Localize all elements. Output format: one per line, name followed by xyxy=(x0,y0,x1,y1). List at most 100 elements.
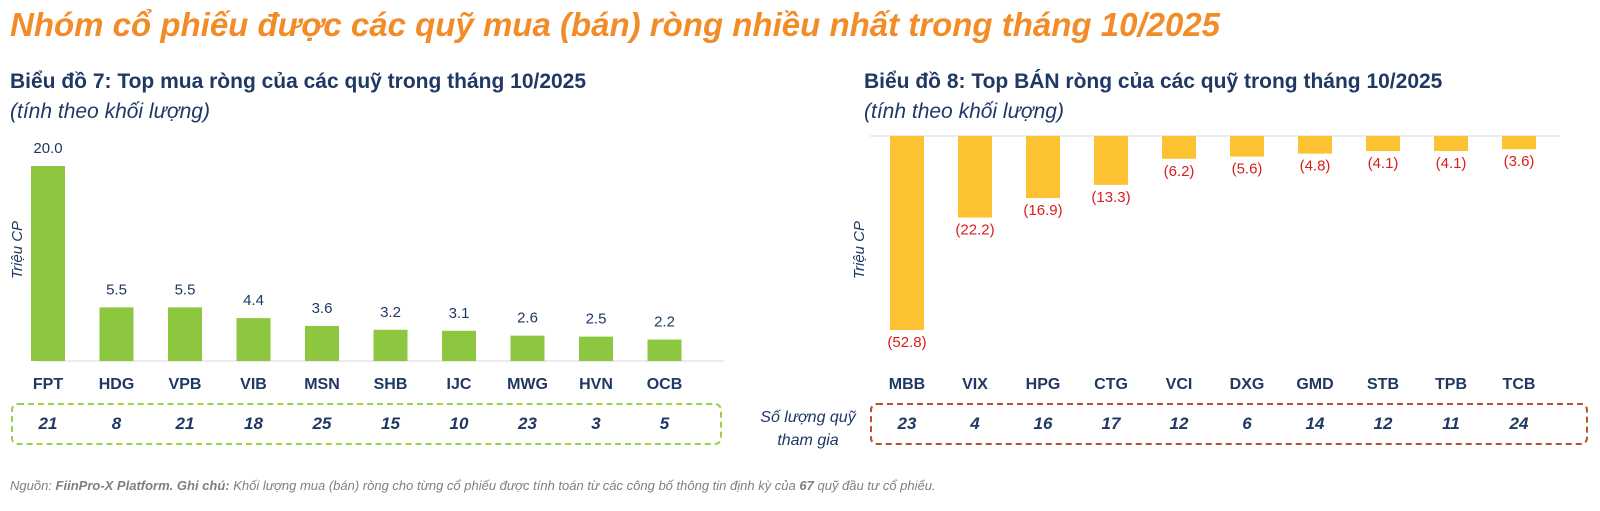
value-label-hpg: (16.9) xyxy=(1023,202,1062,219)
fund-count-tpb: 11 xyxy=(1442,414,1460,433)
value-label-mbb: (52.8) xyxy=(887,334,926,351)
fund-count-vpb: 21 xyxy=(175,414,195,433)
value-label-gmd: (4.8) xyxy=(1300,158,1331,175)
value-label-ctg: (13.3) xyxy=(1091,189,1130,206)
value-label-vpb: 5.5 xyxy=(175,281,196,298)
fund-count-dxg: 6 xyxy=(1242,414,1252,433)
bar-ctg xyxy=(1094,136,1128,185)
footnote-source-label: Nguồn: xyxy=(10,478,52,493)
bar-vpb xyxy=(168,307,202,361)
fund-count-mbb: 23 xyxy=(897,414,917,433)
category-label-hpg: HPG xyxy=(1026,376,1061,393)
value-label-ijc: 3.1 xyxy=(449,305,470,322)
chart-8-subtitle: (tính theo khối lượng) xyxy=(864,100,1064,124)
category-label-msn: MSN xyxy=(304,376,340,393)
value-label-tpb: (4.1) xyxy=(1436,155,1467,172)
category-label-mbb: MBB xyxy=(889,376,925,393)
chart-7-fund-count-box xyxy=(11,403,722,445)
category-label-stb: STB xyxy=(1367,376,1399,393)
category-label-dxg: DXG xyxy=(1230,376,1265,393)
footnote-note-post: quỹ đầu tư cổ phiếu. xyxy=(817,478,936,493)
fund-count-ijc: 10 xyxy=(449,414,469,433)
value-label-fpt: 20.0 xyxy=(33,140,62,157)
fund-count-hpg: 16 xyxy=(1033,414,1053,433)
fund-count-hdg: 8 xyxy=(111,414,122,433)
category-label-vci: VCI xyxy=(1166,376,1193,393)
category-label-gmd: GMD xyxy=(1296,376,1333,393)
bar-fpt xyxy=(31,166,65,361)
footnote-note-label: Ghi chú: xyxy=(176,478,230,493)
chart-7-subtitle-em: khối lượng) xyxy=(104,100,210,123)
category-label-ctg: CTG xyxy=(1094,376,1128,393)
fund-count-msn: 25 xyxy=(312,414,332,433)
value-label-tcb: (3.6) xyxy=(1504,153,1535,170)
fund-count-hvn: 3 xyxy=(591,414,601,433)
footnote: Nguồn: FiinPro-X Platform. Ghi chú: Khối… xyxy=(10,478,936,493)
bar-hdg xyxy=(99,307,134,361)
main-title: Nhóm cổ phiếu được các quỹ mua (bán) ròn… xyxy=(10,6,1221,43)
chart-8-plot: Triệu CP (52.8) MBB (22.2) VIX (16.9) HPG (13.3… xyxy=(851,135,1560,393)
value-label-dxg: (5.6) xyxy=(1232,161,1263,178)
fund-count-label-line1: Số lượng quỹ xyxy=(760,409,856,426)
bar-hvn xyxy=(579,336,613,361)
value-label-shb: 3.2 xyxy=(380,304,401,321)
category-label-vib: VIB xyxy=(240,376,267,393)
category-label-tcb: TCB xyxy=(1503,376,1536,393)
category-label-mwg: MWG xyxy=(507,376,548,393)
fund-count-vib: 18 xyxy=(244,414,263,433)
chart-8-fund-count-box xyxy=(870,403,1588,445)
fund-count-shb: 15 xyxy=(381,414,400,433)
chart-7-subtitle-prefix: (tính theo xyxy=(10,100,99,123)
fund-count-fpt: 21 xyxy=(38,414,58,433)
fund-count-stb: 12 xyxy=(1373,414,1393,433)
fund-count-tcb: 24 xyxy=(1509,414,1529,433)
value-label-msn: 3.6 xyxy=(312,300,333,317)
fund-count-mwg: 23 xyxy=(518,414,537,433)
chart-7-plot: Triệu CP 20.0 FPT 5.5 HDG 5.5 VPB 4.4 VIB 3.6 MSN 3… xyxy=(9,140,724,393)
category-label-tpb: TPB xyxy=(1435,376,1467,393)
chart-8-title: Biểu đồ 8: Top BÁN ròng của các quỹ tron… xyxy=(864,70,1443,93)
chart-8-subtitle-em: khối lượng) xyxy=(958,100,1064,123)
bar-vix xyxy=(958,136,992,218)
category-label-hdg: HDG xyxy=(99,376,135,393)
bar-tcb xyxy=(1502,136,1536,150)
value-label-vix: (22.2) xyxy=(955,222,994,239)
bar-stb xyxy=(1366,136,1400,152)
fund-count-label-line2: tham gia xyxy=(777,432,839,449)
category-label-ocb: OCB xyxy=(647,376,683,393)
fund-count-vci: 12 xyxy=(1169,414,1189,433)
bar-shb xyxy=(373,329,408,361)
category-label-fpt: FPT xyxy=(33,376,63,393)
bar-tpb xyxy=(1434,136,1468,152)
category-label-vix: VIX xyxy=(962,376,988,393)
fund-count-vix: 4 xyxy=(970,414,980,433)
bar-mwg xyxy=(510,335,545,361)
category-label-ijc: IJC xyxy=(447,376,472,393)
category-label-hvn: HVN xyxy=(579,376,613,393)
value-label-stb: (4.1) xyxy=(1368,155,1399,172)
fund-count-label: Số lượng quỹ tham gia xyxy=(744,406,872,452)
category-label-vpb: VPB xyxy=(169,376,202,393)
bar-ijc xyxy=(442,330,476,361)
value-label-hvn: 2.5 xyxy=(586,311,607,328)
y-axis-label: Triệu CP xyxy=(851,221,868,279)
bar-ocb xyxy=(647,339,682,361)
fund-count-ocb: 5 xyxy=(659,414,670,433)
bar-vib xyxy=(236,318,271,361)
chart-8-subtitle-prefix: (tính theo xyxy=(864,100,953,123)
chart-7-title: Biểu đồ 7: Top mua ròng của các quỹ tron… xyxy=(10,70,587,93)
y-axis-label: Triệu CP xyxy=(9,221,26,279)
bar-msn xyxy=(305,325,339,361)
value-label-ocb: 2.2 xyxy=(654,314,675,331)
category-label-shb: SHB xyxy=(374,376,408,393)
value-label-vib: 4.4 xyxy=(243,292,264,309)
footnote-note-num: 67 xyxy=(799,478,814,493)
value-label-mwg: 2.6 xyxy=(517,310,538,327)
bar-hpg xyxy=(1026,136,1060,199)
fund-count-gmd: 14 xyxy=(1305,414,1325,433)
chart-7-subtitle: (tính theo khối lượng) xyxy=(10,100,210,124)
bar-dxg xyxy=(1230,136,1264,157)
bar-gmd xyxy=(1298,136,1332,154)
bar-vci xyxy=(1162,136,1196,159)
